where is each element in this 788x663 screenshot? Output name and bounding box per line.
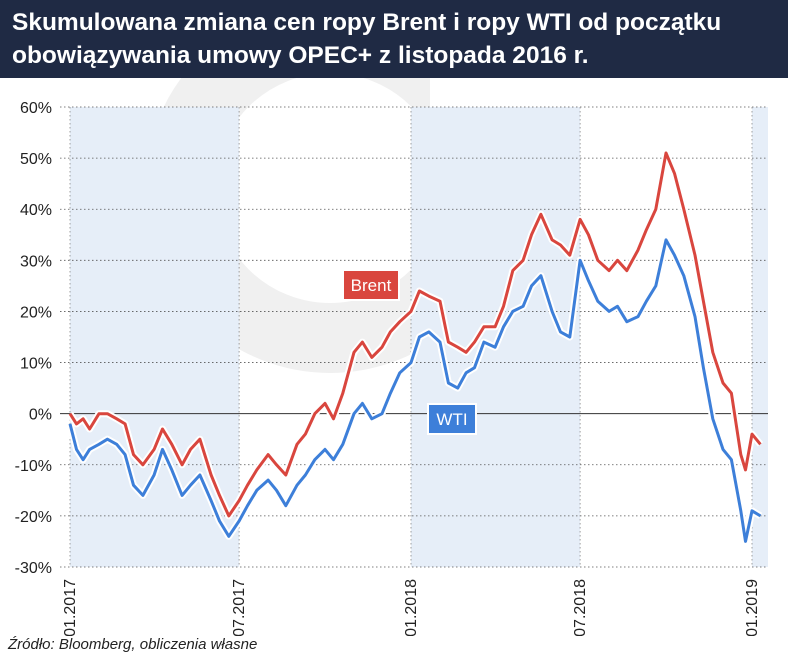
y-tick-label: 10% — [20, 356, 52, 373]
y-tick-label: 20% — [20, 304, 52, 321]
series-label-box — [342, 269, 400, 301]
x-tick-label: 01.2017 — [62, 579, 79, 636]
series-line-brent — [68, 151, 762, 518]
y-tick-label: 50% — [20, 151, 52, 168]
title-banner: Skumulowana zmiana cen ropy Brent i ropy… — [0, 0, 788, 78]
chart-title: Skumulowana zmiana cen ropy Brent i ropy… — [12, 9, 722, 69]
x-tick-label: 07.2018 — [572, 579, 589, 636]
y-tick-label: -30% — [15, 560, 52, 577]
y-tick-label: -20% — [15, 509, 52, 526]
x-tick-label: 01.2018 — [403, 579, 420, 636]
y-tick-label: 40% — [20, 202, 52, 219]
x-tick-label: 07.2017 — [231, 579, 248, 636]
y-tick-label: 30% — [20, 253, 52, 270]
y-axis-ticks: -30% -20% -10% 0% 10% 20% 30% 40% 50% 60% — [15, 100, 52, 577]
series-labels: Brent WTI — [342, 269, 477, 435]
series-label-text: Brent — [351, 276, 392, 295]
gridlines — [60, 106, 768, 568]
series-label-wti: WTI — [427, 403, 477, 435]
series-label-text: WTI — [436, 410, 467, 429]
series-line-wti — [68, 238, 762, 543]
series-label-brent: Brent — [342, 269, 400, 301]
source-note: Źródło: Bloomberg, obliczenia własne — [8, 636, 258, 653]
y-tick-label: 60% — [20, 100, 52, 117]
y-tick-label: -10% — [15, 458, 52, 475]
x-tick-label: 01.2019 — [744, 579, 761, 636]
chart-area: -30% -20% -10% 0% 10% 20% 30% 40% 50% 60% 01.2017… — [15, 78, 768, 636]
shaded-band-0 — [70, 107, 240, 567]
series-label-box — [427, 403, 477, 435]
shaded-band-2 — [752, 107, 768, 567]
series-lines — [66, 149, 764, 545]
y-tick-label: 0% — [29, 407, 52, 424]
x-axis-ticks: 01.2017 07.2017 01.2018 07.2018 01.2019 — [62, 579, 761, 636]
